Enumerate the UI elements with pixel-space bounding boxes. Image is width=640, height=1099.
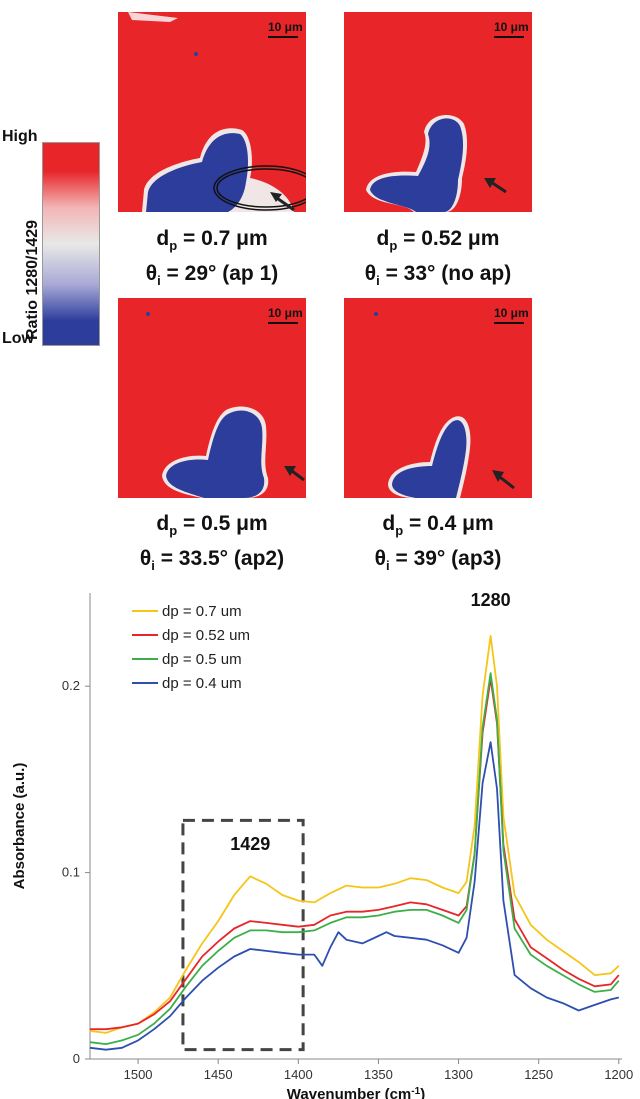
colorbar bbox=[42, 142, 100, 346]
colorbar-axis-label: Ratio 1280/1429 bbox=[24, 219, 41, 340]
map-panel-4-image bbox=[374, 312, 515, 498]
annotation-1: 1280 bbox=[471, 590, 511, 610]
legend-label-1: dp = 0.7 um bbox=[162, 603, 242, 620]
caption-2-line-1: dp = 0.52 μm bbox=[376, 227, 500, 254]
caption-panel-1: dp = 0.7 μm θi = 29° (ap 1) bbox=[92, 225, 332, 295]
scale-bar-2 bbox=[494, 36, 524, 38]
caption-3-line-1: dp = 0.5 μm bbox=[156, 512, 268, 539]
x-tick-label: 1200 bbox=[604, 1067, 633, 1082]
map-panel-4: 10 μm bbox=[344, 298, 532, 498]
x-axis-label: Wavenumber (cm-1) bbox=[287, 1086, 425, 1099]
scale-bar-label-1: 10 μm bbox=[268, 20, 303, 34]
scale-bar-label-4: 10 μm bbox=[494, 306, 529, 320]
map-panel-3-image bbox=[146, 312, 305, 498]
chart-legend: dp = 0.7 um dp = 0.52 um dp = 0.5 um dp = 0… bbox=[132, 603, 250, 692]
map-panel-2-image bbox=[366, 114, 507, 212]
x-tick-label: 1350 bbox=[364, 1067, 393, 1082]
colorbar-axis-label-wrap: Ratio 1280/1429 bbox=[16, 150, 50, 360]
caption-1-line-2: θi = 29° (ap 1) bbox=[145, 262, 279, 289]
caption-1-line-1: dp = 0.7 μm bbox=[156, 227, 268, 254]
x-tick-label: 1400 bbox=[284, 1067, 313, 1082]
caption-4-line-2: θi = 39° (ap3) bbox=[374, 547, 502, 574]
x-tick-label: 1250 bbox=[524, 1067, 553, 1082]
scale-bar-label-2: 10 μm bbox=[494, 20, 529, 34]
caption-3-line-2: θi = 33.5° (ap2) bbox=[139, 547, 285, 574]
caption-panel-4: dp = 0.4 μm θi = 39° (ap3) bbox=[318, 510, 558, 580]
legend-label-2: dp = 0.52 um bbox=[162, 627, 250, 644]
highlight-box bbox=[181, 818, 305, 1052]
caption-2-line-2: θi = 33° (no ap) bbox=[364, 262, 512, 289]
caption-panel-2: dp = 0.52 μm θi = 33° (no ap) bbox=[318, 225, 558, 295]
scale-bar-3 bbox=[268, 322, 298, 324]
caption-4-line-1: dp = 0.4 μm bbox=[382, 512, 494, 539]
x-tick-label: 1300 bbox=[444, 1067, 473, 1082]
y-axis-label: Absorbance (a.u.) bbox=[11, 763, 28, 890]
map-panel-1-image bbox=[128, 12, 306, 212]
legend-label-3: dp = 0.5 um bbox=[162, 651, 242, 668]
colorbar-low-label: Low bbox=[2, 330, 34, 347]
highlight-box-group bbox=[181, 818, 305, 1052]
series-line-1 bbox=[89, 635, 620, 1034]
scale-bar-label-3: 10 μm bbox=[268, 306, 303, 320]
series-line-2 bbox=[90, 677, 620, 1031]
spectrum-chart: 0 0.1 0.2 1500 1450 1400 1350 1300 1250 1200 dp =… bbox=[11, 590, 633, 1099]
series-lines bbox=[89, 635, 620, 1051]
series-line-4 bbox=[89, 741, 620, 1051]
map-panel-3: 10 μm bbox=[118, 298, 306, 498]
scale-bar-4 bbox=[494, 322, 524, 324]
chart-axes: 0 0.1 0.2 1500 1450 1400 1350 1300 1250 1200 bbox=[62, 593, 633, 1082]
y-tick-label: 0 bbox=[73, 1051, 80, 1066]
y-tick-label: 0.2 bbox=[62, 678, 80, 693]
y-tick-label: 0.1 bbox=[62, 865, 80, 880]
scale-bar-1 bbox=[268, 36, 298, 38]
chart-annotations: 1280 1429 bbox=[230, 590, 510, 854]
caption-panel-3: dp = 0.5 μm θi = 33.5° (ap2) bbox=[92, 510, 332, 580]
map-panel-2: 10 μm bbox=[344, 12, 532, 212]
annotation-2: 1429 bbox=[230, 834, 270, 854]
legend-label-4: dp = 0.4 um bbox=[162, 675, 242, 692]
series-line-3 bbox=[89, 672, 620, 1045]
colorbar-high-label: High bbox=[2, 128, 38, 145]
map-panel-1: 10 μm bbox=[118, 12, 306, 212]
x-tick-label: 1500 bbox=[124, 1067, 153, 1082]
x-tick-label: 1450 bbox=[204, 1067, 233, 1082]
